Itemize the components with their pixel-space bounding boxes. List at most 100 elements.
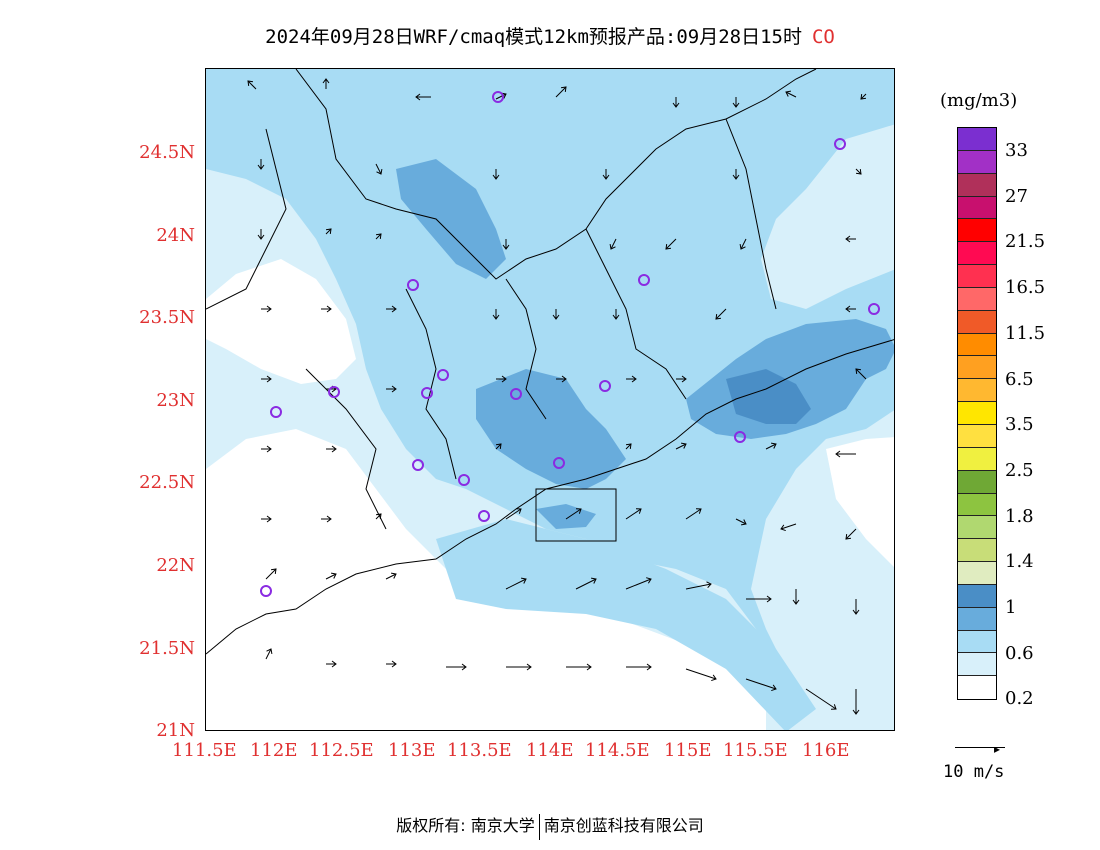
wind-arrowhead xyxy=(680,442,687,449)
lat-label-21: 21N xyxy=(156,720,195,741)
wind-arrowhead xyxy=(266,305,272,313)
wind-arrowhead xyxy=(672,102,680,108)
wind-arrowhead xyxy=(391,385,397,393)
wind-arrowhead xyxy=(646,663,652,671)
wind-arrow xyxy=(505,508,522,520)
wind-arrowhead xyxy=(257,164,265,170)
wind-arrowhead xyxy=(266,515,272,523)
colorbar-label: 2.5 xyxy=(1005,459,1034,481)
colorbar-segment xyxy=(958,584,996,608)
wind-arrowhead xyxy=(501,375,507,383)
colorbar-label: 33 xyxy=(1005,140,1028,161)
wind-arrow xyxy=(625,578,652,590)
wind-arrowhead xyxy=(681,375,687,383)
wind-arrow xyxy=(575,578,597,590)
wind-arrowhead xyxy=(415,93,421,101)
wind-arrow xyxy=(805,688,837,710)
wind-arrowhead xyxy=(492,174,500,180)
wind-arrow xyxy=(845,528,857,540)
colorbar-label: 0.2 xyxy=(1005,688,1034,710)
wind-arrow xyxy=(375,513,382,520)
wind-arrow xyxy=(247,80,257,90)
wind-vectors xyxy=(247,78,867,715)
wind-arrowhead xyxy=(492,314,500,320)
wind-arrowhead xyxy=(852,609,860,615)
coastline xyxy=(206,339,894,655)
wind-arrowhead xyxy=(646,577,652,584)
wind-arrowhead xyxy=(711,674,717,682)
colorbar-label: 1.4 xyxy=(1005,551,1034,573)
wind-arrowhead xyxy=(732,102,740,108)
low-zone-southwest xyxy=(206,429,766,730)
wind-arrowhead xyxy=(326,305,332,313)
wind-arrowhead xyxy=(602,174,610,180)
wind-arrow xyxy=(495,93,507,100)
wind-arrowhead xyxy=(586,663,592,671)
station-marker xyxy=(437,369,449,381)
wind-arrow xyxy=(625,508,642,520)
wind-arrowhead xyxy=(375,233,382,240)
map-canvas xyxy=(206,69,894,730)
title-text: 2024年09月28日WRF/cmaq模式12km预报产品:09月28日15时 xyxy=(265,26,802,48)
colorbar-segment xyxy=(958,150,996,174)
colorbar-segment xyxy=(958,196,996,220)
colorbar-segment xyxy=(958,379,996,403)
colorbar-unit: (mg/m3) xyxy=(940,90,1018,111)
wind-arrowhead xyxy=(855,368,862,375)
wind-arrowhead xyxy=(375,513,382,520)
colorbar-segment xyxy=(958,676,996,700)
colorbar-segment xyxy=(958,562,996,585)
wind-arrowhead xyxy=(266,445,272,453)
station-marker xyxy=(260,585,272,597)
colorbar-segment xyxy=(958,402,996,425)
wind-arrowhead xyxy=(266,648,273,655)
wind-arrow xyxy=(785,91,797,98)
wind-arrowhead xyxy=(785,90,792,97)
station-marker xyxy=(492,91,504,103)
station-marker xyxy=(734,431,746,443)
lat-label-23: 23N xyxy=(156,390,195,411)
wind-arrow xyxy=(265,648,272,660)
wind-arrowhead xyxy=(552,314,560,320)
wind-arrow xyxy=(780,523,797,530)
colorbar-segment xyxy=(958,493,996,517)
wind-arrowhead xyxy=(331,445,337,453)
peak-zone-east xyxy=(726,369,811,424)
lat-label-22: 22N xyxy=(156,555,195,576)
pollutant-label: CO xyxy=(811,26,835,48)
mid-zone-south-plume xyxy=(436,519,816,730)
wind-key-label: 10 m/s xyxy=(943,762,1005,782)
wind-arrowhead xyxy=(515,508,522,514)
wind-arrowhead xyxy=(845,305,851,313)
wind-arrowhead xyxy=(325,228,332,235)
city-box xyxy=(535,488,617,542)
wind-arrowhead xyxy=(695,508,702,514)
lon-label-115: 115E xyxy=(664,740,712,761)
wind-arrowhead xyxy=(845,235,851,243)
wind-arrow xyxy=(855,168,862,175)
colorbar-label: 1.8 xyxy=(1005,505,1034,527)
colorbar-segment xyxy=(958,607,996,631)
colorbar-segment xyxy=(958,128,996,151)
wind-arrowhead xyxy=(732,174,740,180)
station-markers xyxy=(260,91,880,597)
colorbar-segment xyxy=(958,516,996,540)
wind-arrow xyxy=(665,238,677,250)
wind-arrow xyxy=(325,573,337,580)
station-marker xyxy=(407,279,419,291)
wind-arrow xyxy=(325,228,332,235)
colorbar-segment xyxy=(958,287,996,311)
wind-arrow xyxy=(855,368,867,380)
station-marker xyxy=(478,510,490,522)
wind-arrow xyxy=(265,568,277,580)
lon-label-113.5: 113.5E xyxy=(447,740,512,761)
colorbar-segment xyxy=(958,333,996,357)
lon-label-113: 113E xyxy=(388,740,436,761)
colorbar-segment xyxy=(958,173,996,197)
wind-key-arrow xyxy=(955,747,1005,748)
footer-left: 版权所有: 南京大学 xyxy=(396,816,535,835)
footer-separator xyxy=(538,813,540,840)
station-marker xyxy=(553,457,565,469)
wind-arrowhead xyxy=(830,704,837,710)
wind-arrow xyxy=(385,573,397,580)
